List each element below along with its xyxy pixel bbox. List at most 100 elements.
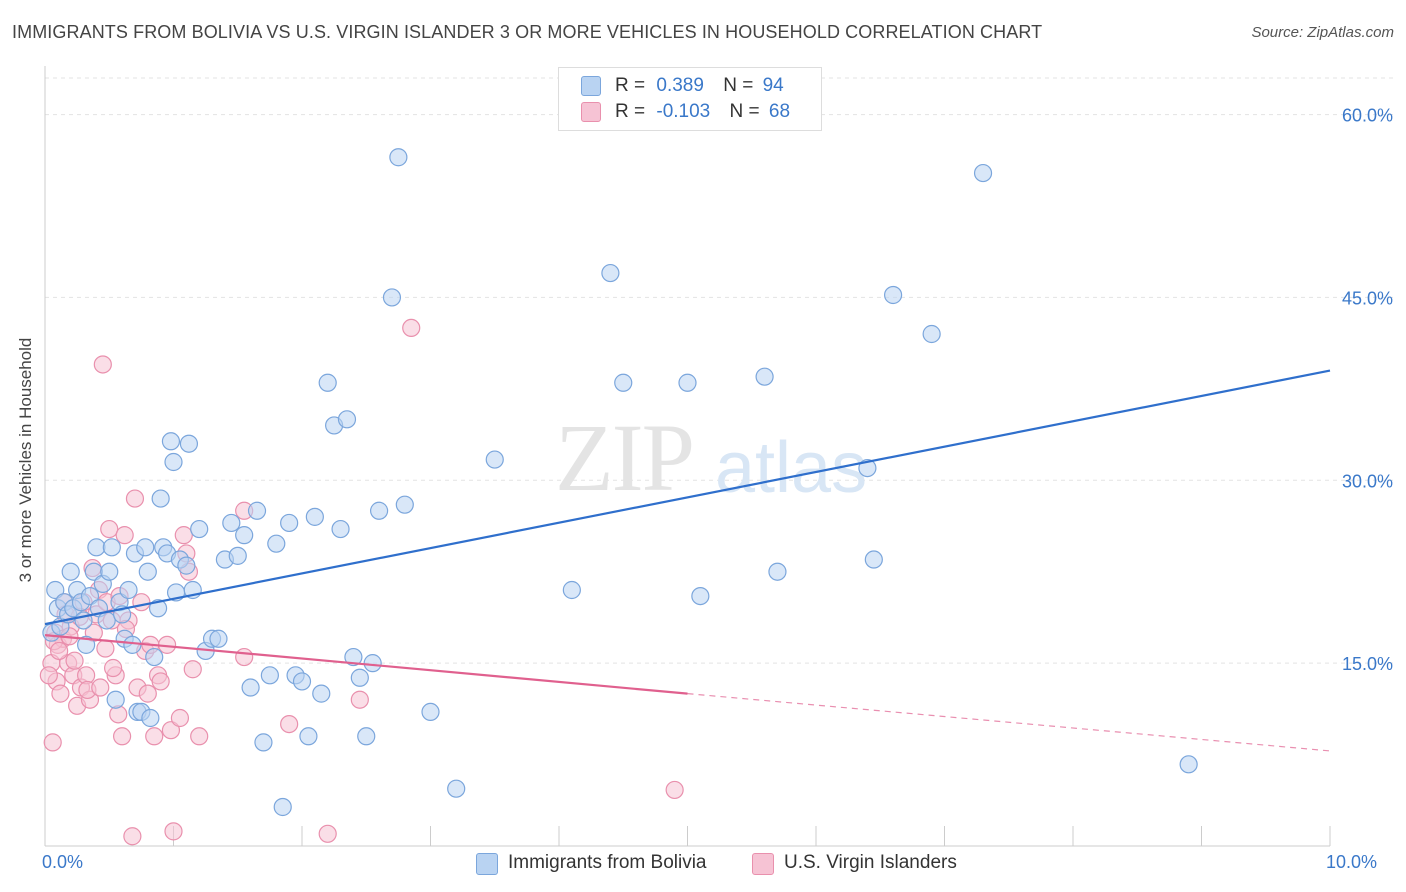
- y-tick-label: 15.0%: [1342, 654, 1393, 674]
- blue-point: [305, 507, 324, 526]
- blue-point: [148, 599, 168, 618]
- pink-point: [145, 727, 164, 746]
- blue-point: [691, 586, 710, 606]
- blue-point: [190, 519, 209, 539]
- blue-point: [864, 550, 883, 569]
- blue-point: [350, 668, 369, 687]
- blue-point: [973, 163, 993, 183]
- blue-point: [119, 580, 138, 600]
- blue-point: [151, 489, 170, 508]
- blue-point: [141, 708, 160, 728]
- legend-swatch-blue: [581, 76, 601, 96]
- blue-point: [145, 647, 164, 667]
- source-label: Source: ZipAtlas.com: [1251, 24, 1394, 41]
- pink-point: [170, 708, 190, 728]
- blue-point: [562, 580, 581, 600]
- pink-point: [91, 678, 110, 697]
- blue-point: [102, 538, 121, 557]
- watermark-zip: ZIP: [555, 404, 693, 511]
- pink-point: [151, 672, 170, 691]
- blue-point: [292, 672, 312, 691]
- pink-point: [39, 666, 58, 685]
- bottom-legend-label-blue: Immigrants from Bolivia: [508, 852, 707, 873]
- blue-point: [164, 452, 183, 472]
- blue-point: [177, 556, 196, 575]
- blue-point: [77, 635, 96, 654]
- pink-point: [123, 827, 142, 846]
- pink-point: [280, 714, 299, 734]
- blue-point: [447, 779, 466, 798]
- axes: [44, 66, 1331, 847]
- blue-point: [299, 727, 318, 746]
- blue-point: [280, 513, 299, 533]
- blue-point: [254, 733, 273, 752]
- blue-point: [337, 410, 357, 429]
- pink-point: [318, 824, 337, 843]
- blue-point: [161, 432, 181, 451]
- y-tick-label: 60.0%: [1342, 106, 1393, 126]
- series-blue-points: [42, 148, 1198, 817]
- trend-line-pink-extension: [687, 693, 1331, 752]
- blue-point: [485, 450, 504, 469]
- blue-point: [222, 513, 241, 533]
- pink-point: [138, 684, 157, 703]
- blue-point: [382, 288, 402, 307]
- legend-r-label: R =: [615, 101, 651, 122]
- pink-point: [125, 489, 145, 508]
- pink-point: [104, 658, 123, 678]
- blue-point: [228, 546, 247, 565]
- blue-point: [61, 562, 80, 581]
- blue-point: [768, 562, 787, 581]
- legend-r-label: R =: [615, 75, 651, 96]
- pink-point: [96, 639, 115, 658]
- pink-point: [65, 651, 84, 670]
- pink-point: [174, 526, 193, 545]
- blue-point: [97, 611, 116, 630]
- legend-box: R = 0.389 N = 94 R = -0.103 N = 68: [558, 67, 822, 131]
- blue-point: [179, 434, 199, 453]
- bottom-legend-swatch-blue: [476, 853, 498, 875]
- pink-point: [183, 660, 202, 679]
- legend-n-value: 94: [762, 75, 784, 96]
- blue-point: [357, 727, 376, 746]
- pink-point: [50, 641, 69, 661]
- pink-point: [402, 318, 421, 338]
- trend-lines: [44, 369, 1331, 752]
- blue-point: [331, 519, 350, 539]
- legend-r-value: 0.389: [656, 75, 704, 96]
- pink-point: [132, 593, 151, 612]
- pink-point: [51, 684, 70, 703]
- blue-point: [1179, 755, 1198, 774]
- blue-point: [273, 797, 292, 817]
- legend-r-value: -0.103: [656, 101, 711, 122]
- chart-title: IMMIGRANTS FROM BOLIVIA VS U.S. VIRGIN I…: [12, 22, 1043, 42]
- blue-point: [421, 702, 440, 722]
- blue-point: [363, 654, 382, 673]
- pink-point: [665, 780, 684, 800]
- watermark: ZIP atlas: [555, 404, 867, 511]
- blue-point: [235, 526, 254, 545]
- blue-point: [241, 678, 260, 697]
- blue-point: [136, 538, 155, 557]
- blue-point: [209, 629, 228, 648]
- blue-point: [678, 373, 697, 392]
- legend-n-value: 68: [768, 101, 791, 122]
- blue-point: [395, 495, 414, 514]
- blue-point: [318, 373, 337, 392]
- pink-point: [235, 647, 254, 667]
- blue-point: [755, 367, 774, 386]
- blue-point: [106, 690, 125, 709]
- pink-point: [161, 721, 181, 740]
- blue-point: [80, 586, 100, 606]
- blue-point: [601, 263, 620, 283]
- blue-point: [87, 538, 106, 557]
- pink-point: [93, 355, 112, 374]
- blue-point: [312, 684, 331, 703]
- y-tick-label: 45.0%: [1342, 288, 1393, 308]
- y-tick-labels: 15.0% 30.0% 45.0% 60.0%: [1342, 106, 1393, 675]
- blue-point: [370, 501, 389, 520]
- bottom-legend-label-pink: U.S. Virgin Islanders: [784, 852, 957, 873]
- pink-point: [190, 727, 209, 746]
- blue-point: [247, 501, 267, 520]
